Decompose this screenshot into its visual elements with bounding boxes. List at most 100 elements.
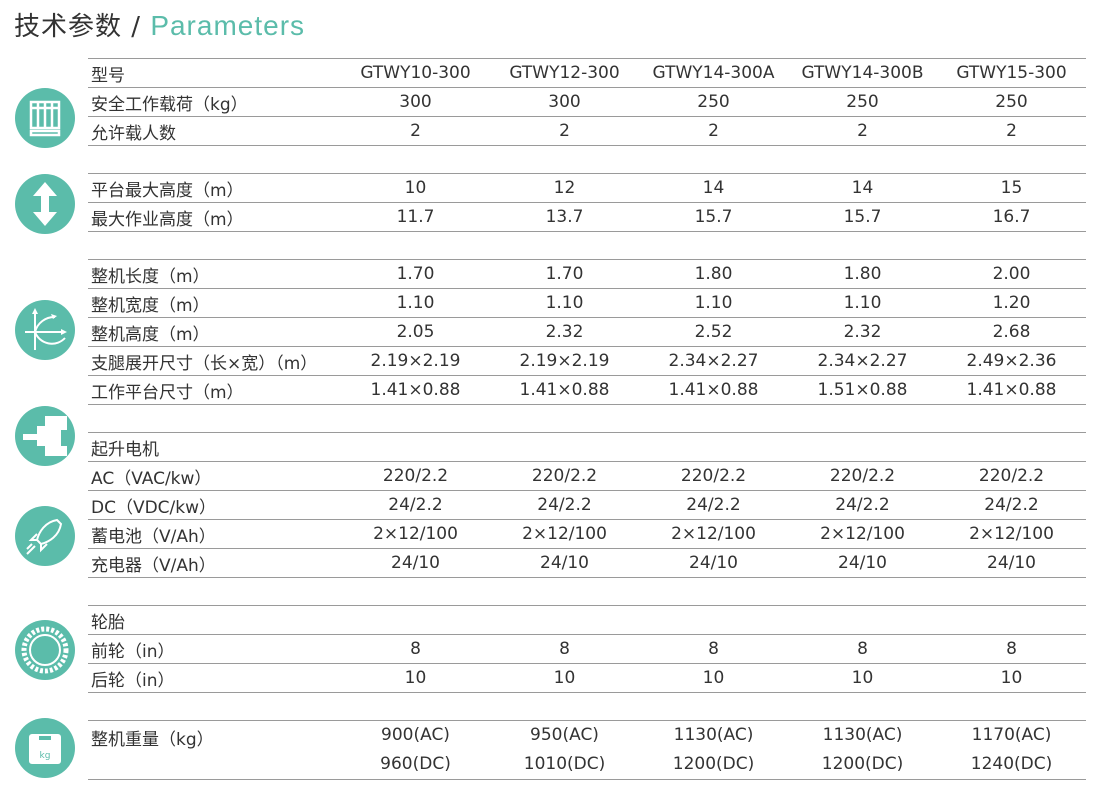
cell-value: 1.80	[639, 259, 788, 289]
svg-text:kg: kg	[40, 751, 51, 761]
cell-value: 250	[639, 87, 788, 117]
cell-value	[341, 432, 490, 462]
row-label: 安全工作载荷（kg）	[88, 87, 341, 117]
cell-value	[341, 605, 490, 635]
cell-value: 950(AC) 1010(DC)	[490, 720, 639, 780]
cell-value: 2×12/100	[788, 519, 937, 549]
cell-value	[937, 432, 1086, 462]
cell-value: 2.32	[490, 317, 639, 347]
table-row: 支腿展开尺寸（长×宽）（m） 2.19×2.19 2.19×2.19 2.34×2.2…	[88, 346, 1086, 376]
cell-value: 10	[639, 663, 788, 693]
cell-value: 2	[788, 116, 937, 146]
header-row: 型号 GTWY10-300 GTWY12-300 GTWY14-300A GTWY14-…	[88, 58, 1086, 88]
cell-value: 1.10	[490, 288, 639, 318]
cell-value: 220/2.2	[490, 461, 639, 491]
cell-value: 24/10	[490, 548, 639, 578]
cell-value	[639, 432, 788, 462]
cell-value: 24/2.2	[937, 490, 1086, 520]
weight-row: 整机重量（kg） 900(AC) 960(DC) 950(AC) 1010(DC) 113…	[88, 720, 1086, 780]
cell-value: 2.05	[341, 317, 490, 347]
table-row: 蓄电池（V/Ah） 2×12/100 2×12/100 2×12/100 2×12/10…	[88, 519, 1086, 549]
cell-value	[639, 605, 788, 635]
cell-value: 2.19×2.19	[490, 346, 639, 376]
cell-value: 2	[639, 116, 788, 146]
cell-value: 2.34×2.27	[639, 346, 788, 376]
cell-value: 8	[490, 634, 639, 664]
cell-value: 12	[490, 173, 639, 203]
platform-icon	[15, 88, 75, 148]
group-spacer	[88, 693, 1086, 721]
row-label: 前轮（in）	[88, 634, 341, 664]
row-label: 最大作业高度（m）	[88, 202, 341, 232]
cell-value: 1130(AC) 1200(DC)	[639, 720, 788, 780]
cell-value: 2×12/100	[490, 519, 639, 549]
row-label: 整机长度（m）	[88, 259, 341, 289]
row-label: 平台最大高度（m）	[88, 173, 341, 203]
cell-value: 220/2.2	[788, 461, 937, 491]
table-row: 起升电机	[88, 432, 1086, 462]
cell-value: 24/2.2	[639, 490, 788, 520]
weight-dc: 1010(DC)	[523, 754, 606, 774]
row-label: 蓄电池（V/Ah）	[88, 519, 341, 549]
table-row: 允许载人数 2 2 2 2 2	[88, 116, 1086, 146]
cell-value: 2×12/100	[341, 519, 490, 549]
cell-value: 300	[341, 87, 490, 117]
table-row: 整机高度（m） 2.05 2.32 2.52 2.32 2.68	[88, 317, 1086, 347]
weight-dc: 1200(DC)	[821, 754, 904, 774]
cell-value: 10	[341, 663, 490, 693]
cell-value: 2	[341, 116, 490, 146]
cell-value: 15.7	[639, 202, 788, 232]
cell-value: 2.32	[788, 317, 937, 347]
table-row: 前轮（in） 8 8 8 8 8	[88, 634, 1086, 664]
table-row: 整机长度（m） 1.70 1.70 1.80 1.80 2.00	[88, 259, 1086, 289]
weight-dc: 1240(DC)	[970, 754, 1053, 774]
cell-value: 1.10	[639, 288, 788, 318]
table-row: 充电器（V/Ah） 24/10 24/10 24/10 24/10 24/10	[88, 548, 1086, 578]
cell-value: 1130(AC) 1200(DC)	[788, 720, 937, 780]
weight-ac: 1130(AC)	[822, 725, 903, 745]
cell-value: 16.7	[937, 202, 1086, 232]
cell-value: 1.80	[788, 259, 937, 289]
cell-value: 13.7	[490, 202, 639, 232]
table-row: 工作平台尺寸（m） 1.41×0.88 1.41×0.88 1.41×0.88 1.51…	[88, 375, 1086, 405]
row-label: 后轮（in）	[88, 663, 341, 693]
cell-value: 1.20	[937, 288, 1086, 318]
cell-value: GTWY14-300B	[788, 58, 937, 88]
weight-ac: 1170(AC)	[971, 725, 1052, 745]
cell-value: 250	[937, 87, 1086, 117]
weight-ac: 950(AC)	[530, 725, 599, 745]
cell-value: 24/10	[639, 548, 788, 578]
cell-value: 1.51×0.88	[788, 375, 937, 405]
cell-value	[490, 605, 639, 635]
cell-value: 24/10	[937, 548, 1086, 578]
row-label: DC（VDC/kw）	[88, 490, 341, 520]
cell-value: 1.70	[490, 259, 639, 289]
cell-value: GTWY12-300	[490, 58, 639, 88]
title-cn: 技术参数	[14, 12, 123, 42]
cell-value: 2.00	[937, 259, 1086, 289]
cell-value: 300	[490, 87, 639, 117]
dimensions-icon	[15, 300, 75, 360]
weight-ac: 900(AC)	[381, 725, 450, 745]
weight-icon: kg	[15, 718, 75, 778]
cell-value: GTWY14-300A	[639, 58, 788, 88]
rocket-icon	[15, 506, 75, 566]
cell-value: 24/2.2	[490, 490, 639, 520]
row-label: AC（VAC/kw）	[88, 461, 341, 491]
row-label: 整机高度（m）	[88, 317, 341, 347]
row-label: 整机重量（kg）	[88, 720, 341, 780]
table-row: DC（VDC/kw） 24/2.2 24/2.2 24/2.2 24/2.2 24/2.2	[88, 490, 1086, 520]
row-label: 工作平台尺寸（m）	[88, 375, 341, 405]
weight-dc: 960(DC)	[380, 754, 451, 774]
table-row: 平台最大高度（m） 10 12 14 14 15	[88, 173, 1086, 203]
cell-value	[490, 432, 639, 462]
cell-value: 24/2.2	[788, 490, 937, 520]
cell-value: 15	[937, 173, 1086, 203]
table-row: 整机宽度（m） 1.10 1.10 1.10 1.10 1.20	[88, 288, 1086, 318]
cell-value: 1.41×0.88	[639, 375, 788, 405]
cell-value: 250	[788, 87, 937, 117]
cell-value: 1.41×0.88	[341, 375, 490, 405]
cell-value: 2.49×2.36	[937, 346, 1086, 376]
cell-value: 1.10	[341, 288, 490, 318]
row-label: 轮胎	[88, 605, 341, 635]
